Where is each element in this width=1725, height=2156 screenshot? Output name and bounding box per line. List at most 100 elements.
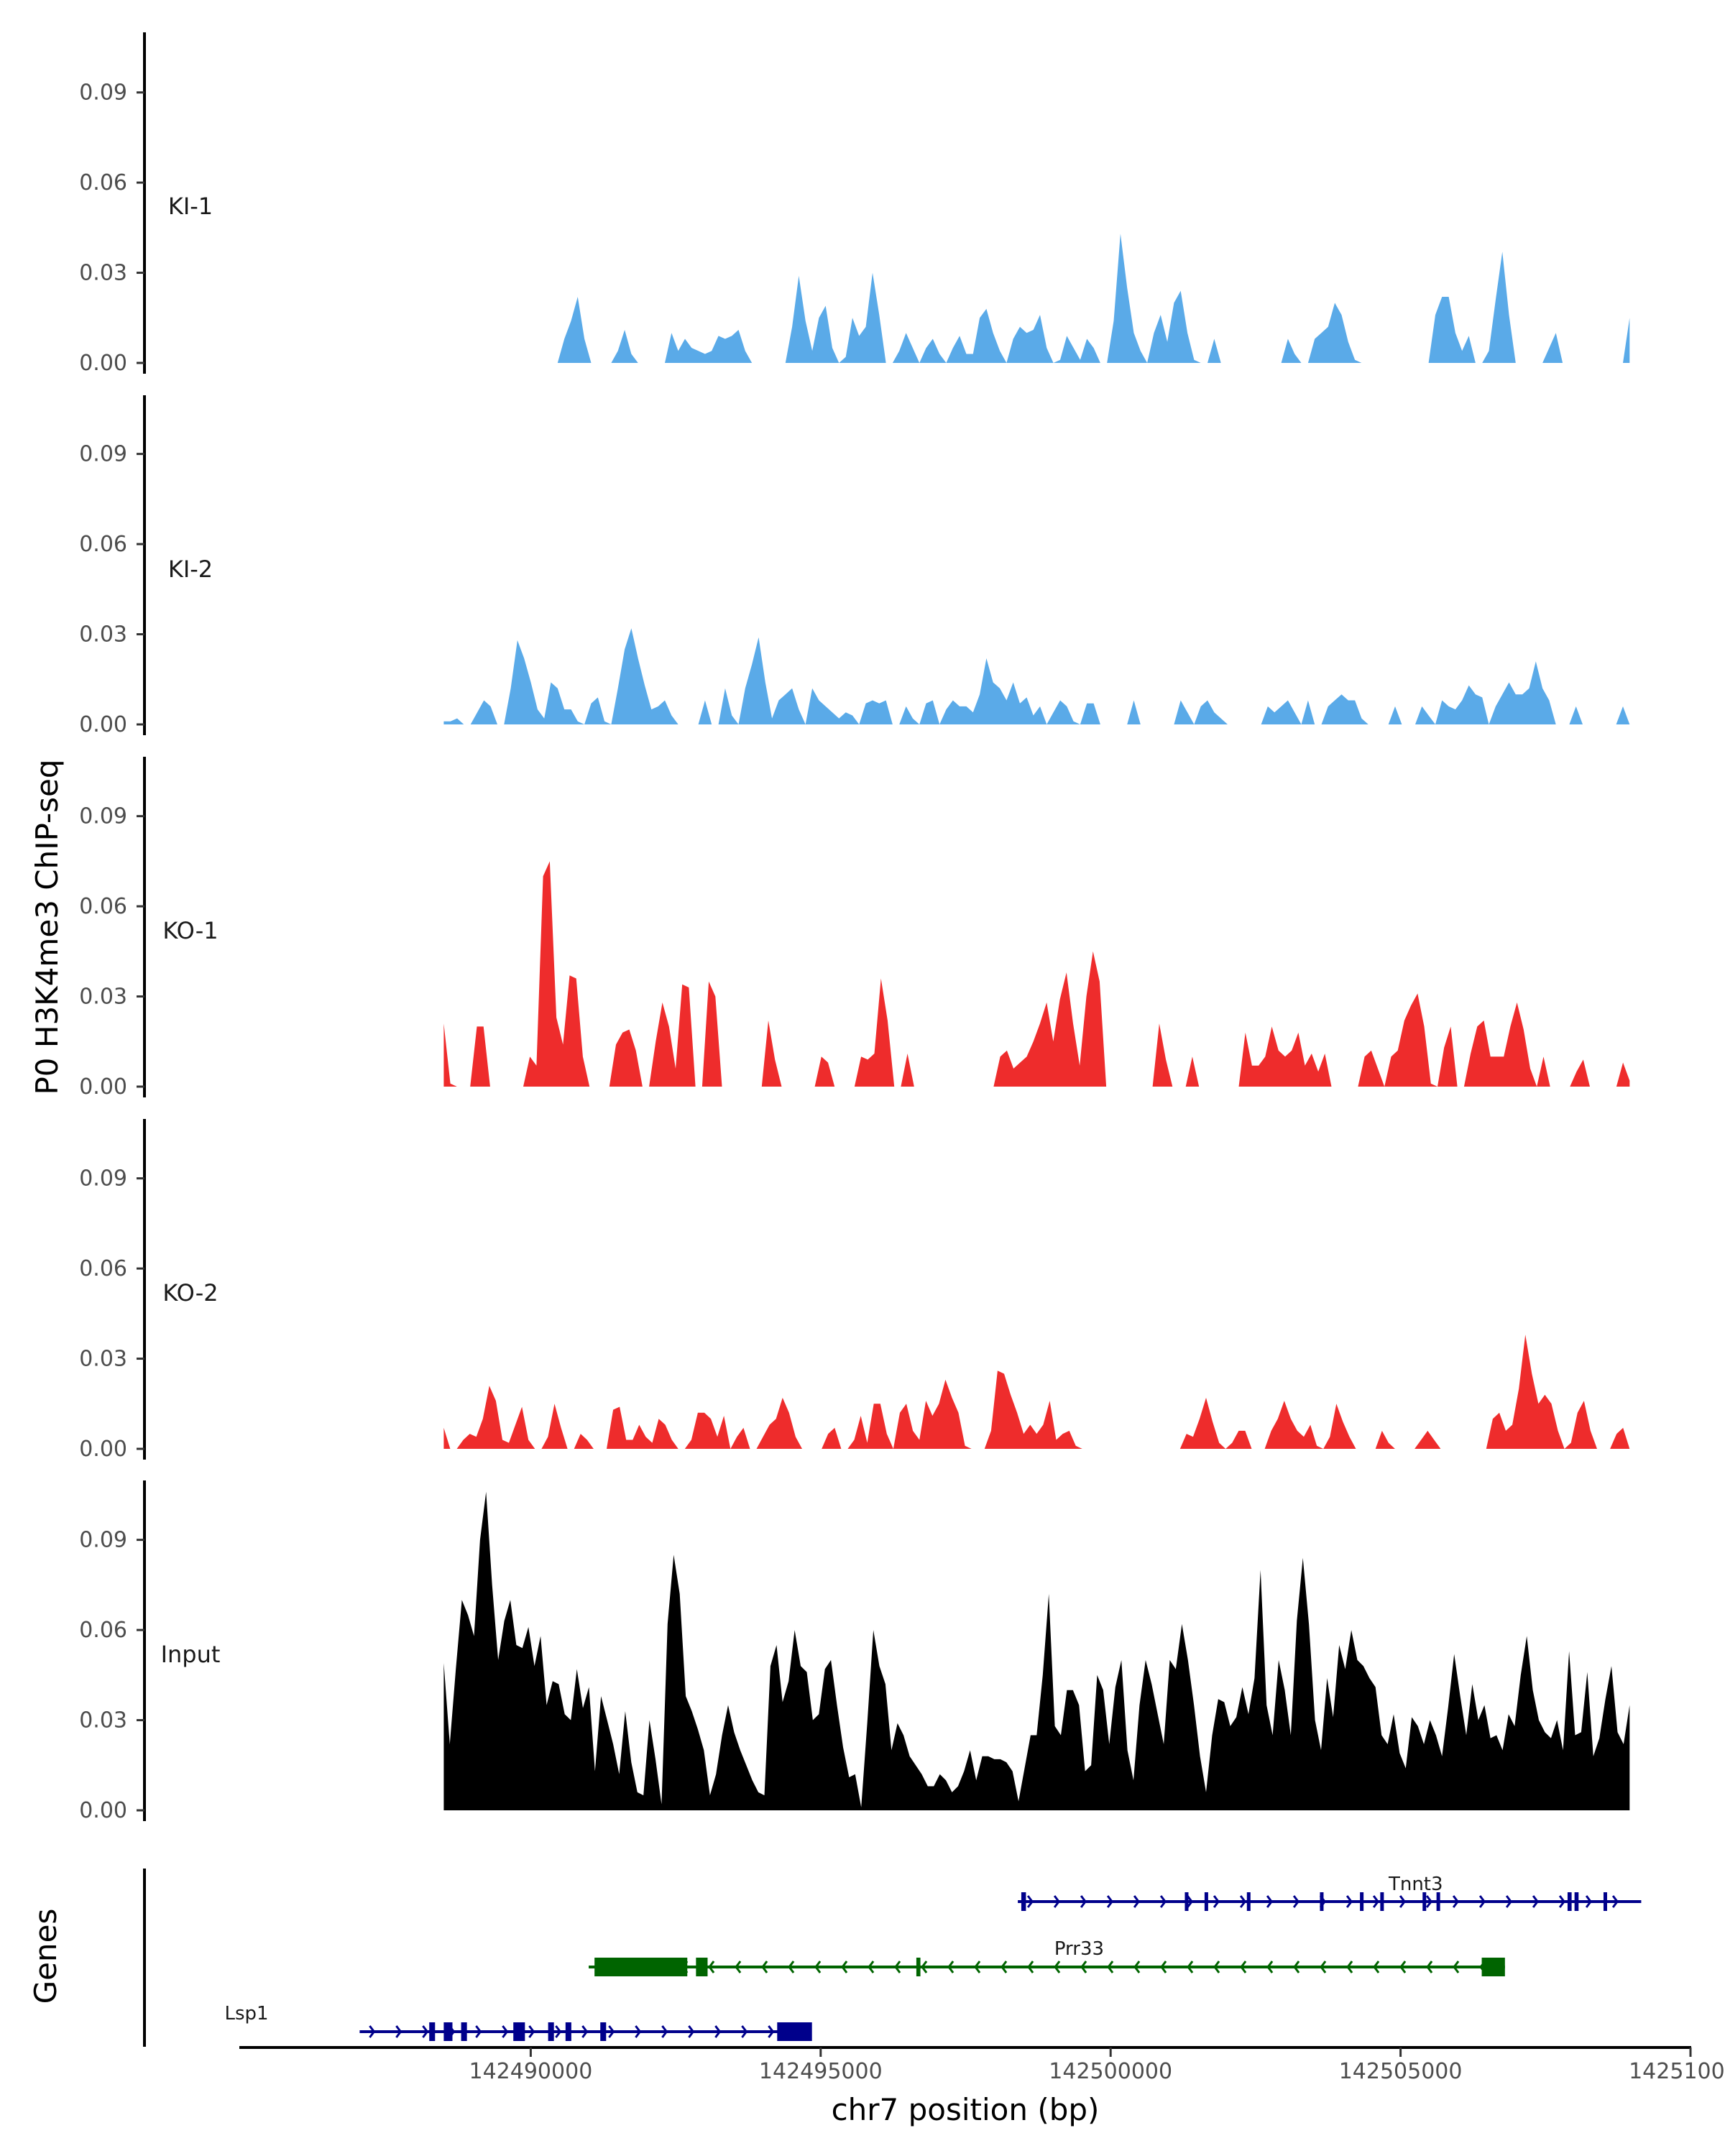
y-tick-label: 0.00: [79, 351, 127, 376]
strand-arrow: [1239, 1895, 1246, 1908]
gene-lsp1: Lsp1: [224, 2003, 812, 2041]
exon-block: [513, 2022, 525, 2041]
strand-arrow: [1320, 1961, 1327, 1973]
strand-arrow: [1399, 1895, 1406, 1908]
strand-arrow: [1080, 1895, 1087, 1908]
strand-arrow: [1187, 1961, 1194, 1973]
y-tick-label: 0.09: [79, 1528, 127, 1553]
strand-arrow: [868, 1961, 875, 1973]
strand-arrow: [395, 2025, 402, 2038]
exon-block: [1603, 1892, 1607, 1911]
y-tick-label: 0.03: [79, 261, 127, 286]
gene-tnnt3: Tnnt3: [1018, 1874, 1642, 1911]
x-tick-label: 142500000: [1049, 2059, 1172, 2084]
gene-name-prr33: Prr33: [1054, 1938, 1104, 1960]
exon-block: [443, 2022, 453, 2041]
strand-arrow: [1611, 1895, 1619, 1908]
strand-arrow: [974, 1961, 981, 1973]
exon-block: [696, 1958, 708, 1976]
y-tick-label: 0.00: [79, 1074, 127, 1100]
strand-arrow: [1240, 1961, 1247, 1973]
strand-arrow: [1478, 1895, 1486, 1908]
coverage-area-ki-2: [443, 628, 1630, 724]
coverage-area-ko-2: [443, 1335, 1630, 1449]
exon-block: [1246, 1892, 1251, 1911]
strand-arrow: [1293, 1961, 1300, 1973]
y-tick-label: 0.09: [79, 1166, 127, 1192]
exon-block: [1481, 1958, 1505, 1976]
strand-arrow: [1346, 1961, 1353, 1973]
y-tick-label: 0.06: [79, 532, 127, 557]
exon-block: [1021, 1892, 1026, 1911]
panel-label-ki-1: KI-1: [168, 193, 213, 220]
strand-arrow: [369, 2025, 376, 2038]
y-tick-label: 0.09: [79, 804, 127, 829]
gene-name-tnnt3: Tnnt3: [1388, 1874, 1443, 1895]
strand-arrow: [1107, 1961, 1114, 1973]
exon-block: [777, 2022, 812, 2041]
x-axis: 142490000 142495000 142500000 142505000 1425…: [239, 2046, 1725, 2084]
y-tick-label: 0.03: [79, 1347, 127, 1372]
strand-arrow: [1053, 1895, 1060, 1908]
track-input: 0.00 0.03 0.06 0.09 Input: [79, 1480, 1630, 1823]
y-tick-label: 0.06: [79, 170, 127, 195]
exon-block: [1320, 1892, 1324, 1911]
y-tick-label: 0.03: [79, 622, 127, 648]
exon-block: [1380, 1892, 1384, 1911]
strand-arrow: [1453, 1961, 1460, 1973]
strand-arrow: [1213, 1895, 1220, 1908]
strand-arrow: [1426, 1961, 1433, 1973]
strand-arrow: [1346, 1895, 1353, 1908]
gene-name-lsp1: Lsp1: [224, 2003, 268, 2024]
y-tick-label: 0.06: [79, 894, 127, 919]
track-ki-1: 0.00 0.03 0.06 0.09 KI-1: [79, 32, 1630, 376]
strand-arrow: [788, 1961, 795, 1973]
coverage-area-ko-1: [443, 861, 1630, 1087]
strand-arrow: [708, 1961, 715, 1973]
strand-arrow: [555, 2025, 562, 2038]
x-tick-label: 142490000: [469, 2059, 593, 2084]
strand-arrow: [1159, 1895, 1167, 1908]
track-ko-2: 0.00 0.03 0.06 0.09 KO-2: [79, 1119, 1630, 1462]
strand-arrow: [1399, 1961, 1407, 1973]
track-ki-2: 0.00 0.03 0.06 0.09 KI-2: [79, 395, 1630, 737]
strand-arrow: [1266, 1895, 1273, 1908]
strand-arrow: [1133, 1961, 1141, 1973]
strand-arrow: [768, 2025, 775, 2038]
strand-arrow: [1452, 1895, 1459, 1908]
exon-block: [916, 1958, 921, 1976]
exon-block: [1436, 1892, 1440, 1911]
y-tick-label: 0.00: [79, 712, 127, 737]
strand-arrow: [735, 1961, 742, 1973]
strand-arrow: [1133, 1895, 1140, 1908]
exon-block: [565, 2022, 571, 2041]
exon-block: [461, 2022, 467, 2041]
x-axis-title: chr7 position (bp): [832, 2092, 1100, 2127]
coverage-area-input: [443, 1491, 1630, 1810]
coverage-area-ki-1: [443, 234, 1630, 363]
strand-arrow: [1054, 1961, 1061, 1973]
y-tick-label: 0.06: [79, 1618, 127, 1643]
x-tick-label: 142505000: [1339, 2059, 1463, 2084]
exon-block: [1574, 1892, 1579, 1911]
y-tick-label: 0.06: [79, 1256, 127, 1281]
strand-arrow: [921, 1961, 928, 1973]
strand-arrow: [581, 2025, 589, 2038]
exon-block: [1204, 1892, 1208, 1911]
exon-block: [594, 1958, 688, 1976]
strand-arrow: [1000, 1961, 1008, 1973]
y-tick-label: 0.09: [79, 80, 127, 106]
panel-label-ki-2: KI-2: [168, 556, 213, 583]
strand-arrow: [1266, 1961, 1274, 1973]
strand-arrow: [1505, 1895, 1512, 1908]
y-tick-label: 0.09: [79, 442, 127, 467]
track-ko-1: 0.00 0.03 0.06 0.09 KO-1: [79, 757, 1630, 1100]
strand-arrow: [841, 1961, 848, 1973]
strand-arrow: [1026, 1895, 1034, 1908]
exon-block: [1422, 1892, 1427, 1911]
genes-panel: Tnnt3 Prr33 Lsp1: [143, 1869, 1642, 2047]
strand-arrow: [1532, 1895, 1539, 1908]
strand-arrow: [1372, 1895, 1379, 1908]
genes-axis-title: Genes: [28, 1909, 63, 2004]
y-axis-title: P0 H3K4me3 ChIP-seq: [29, 759, 65, 1095]
